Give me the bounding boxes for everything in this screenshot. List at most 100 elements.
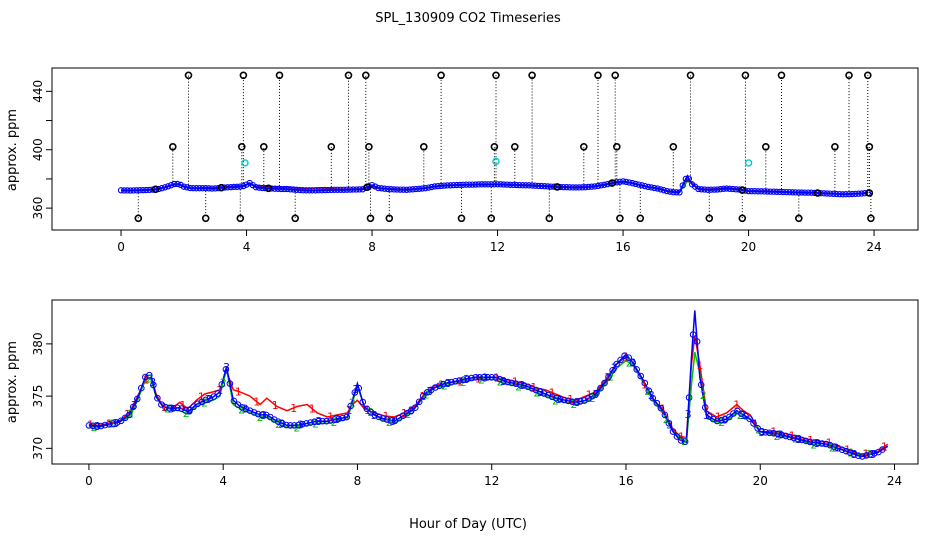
- top-baseline-marker: [491, 181, 498, 188]
- bottom-series-3-marker: [512, 380, 520, 388]
- top-baseline-marker: [205, 185, 213, 192]
- top-baseline-marker: [792, 189, 799, 196]
- bottom-series-2-label: 2: [755, 424, 762, 437]
- bottom-series-3-marker: [198, 398, 205, 406]
- bottom-series-2-label: 2: [829, 442, 836, 455]
- bottom-series-3-marker: [790, 434, 798, 442]
- top-baseline-marker: [406, 186, 413, 193]
- bottom-series-3-marker: [709, 415, 717, 423]
- top-baseline-marker: [660, 187, 667, 194]
- bottom-series-3-marker: [577, 398, 584, 405]
- bottom-series-3-marker: [508, 379, 516, 387]
- top-baseline-marker: [428, 183, 435, 191]
- top-baseline-marker: [714, 186, 721, 193]
- top-baseline-marker: [833, 190, 840, 198]
- top-baseline-marker: [469, 181, 476, 188]
- top-mid-spike-marker: [419, 143, 428, 151]
- top-baseline-marker: [626, 179, 633, 186]
- top-low-spike-marker: [236, 214, 245, 223]
- top-baseline-marker: [710, 186, 718, 193]
- bottom-y-tick-label: 375: [31, 385, 45, 408]
- top-baseline-marker: [268, 185, 275, 192]
- top-baseline-marker: [343, 186, 351, 193]
- top-baseline-marker: [277, 185, 285, 193]
- top-baseline-marker: [174, 180, 181, 188]
- bottom-series-3-marker: [488, 374, 496, 381]
- bottom-series-3-marker: [500, 377, 508, 385]
- top-baseline-marker: [585, 183, 592, 191]
- top-baseline-marker: [858, 190, 865, 197]
- top-baseline-marker: [563, 184, 570, 191]
- top-base-black-marker: [738, 186, 747, 194]
- top-baseline-marker: [701, 186, 708, 193]
- top-baseline-marker: [400, 186, 407, 193]
- bottom-series-3-marker: [613, 360, 620, 368]
- top-low-spike-marker: [366, 214, 375, 223]
- top-baseline-marker: [786, 189, 793, 196]
- top-baseline-marker: [528, 182, 536, 189]
- top-baseline-marker: [475, 181, 482, 188]
- top-baseline-marker: [645, 183, 652, 191]
- top-baseline-marker: [262, 184, 269, 192]
- top-baseline-marker: [651, 184, 658, 192]
- bottom-series-3-marker: [540, 390, 548, 397]
- top-high-spike-marker: [528, 71, 536, 80]
- bottom-series-3-label: 3: [814, 437, 821, 450]
- top-baseline-marker: [124, 187, 131, 194]
- bottom-series-3-marker: [367, 408, 375, 416]
- top-baseline-marker: [180, 183, 187, 190]
- bottom-series-3-label: 3: [94, 420, 101, 433]
- bottom-series-3-marker: [842, 447, 850, 455]
- bottom-series-3-marker: [605, 373, 612, 381]
- top-mid-spike-marker: [510, 143, 519, 151]
- top-baseline-marker: [848, 190, 856, 198]
- bottom-series-1-label: 1: [364, 404, 371, 417]
- top-high-spike-marker: [437, 71, 445, 80]
- bottom-series-3-marker: [669, 428, 677, 435]
- bottom-series-3-marker: [448, 378, 455, 386]
- top-baseline-marker: [202, 184, 209, 192]
- bottom-series-3-marker: [93, 422, 101, 430]
- bottom-series-3-marker: [484, 374, 492, 381]
- top-baseline-marker: [575, 184, 583, 191]
- bottom-series-1-label: 1: [770, 426, 777, 439]
- top-baseline-marker: [510, 181, 517, 189]
- top-baseline-marker: [723, 185, 730, 192]
- bottom-series-2-label: 2: [681, 435, 688, 448]
- top-baseline-marker: [303, 187, 310, 194]
- top-baseline-marker: [817, 190, 824, 197]
- bottom-x-axis: 0 4 8 12 16 20 24: [85, 464, 902, 488]
- bottom-series-3-marker: [363, 405, 371, 413]
- bottom-series-3-marker: [355, 384, 363, 392]
- top-baseline-marker: [230, 183, 238, 191]
- top-baseline-marker: [513, 181, 520, 189]
- bottom-series-3-marker: [750, 420, 757, 427]
- bottom-series-3-marker: [129, 403, 137, 411]
- bottom-series-3-marker: [544, 391, 552, 399]
- bottom-x-tick-label: 12: [484, 474, 499, 488]
- top-cyan-marker: [241, 159, 249, 167]
- top-high-spike-marker: [275, 71, 284, 80]
- top-low-spike-marker: [636, 214, 645, 223]
- top-baseline-marker: [826, 190, 834, 197]
- top-x-axis: 0 4 8 12 16 20 24: [117, 230, 882, 254]
- bottom-series-3-marker: [125, 411, 133, 419]
- bottom-series-3-marker: [436, 382, 443, 390]
- top-baseline-marker: [397, 186, 404, 193]
- bottom-series-3-marker: [774, 430, 782, 438]
- top-baseline-marker: [155, 185, 162, 193]
- top-baseline-marker: [629, 180, 636, 187]
- bottom-series-3-marker: [359, 398, 367, 406]
- bottom-series-3-marker: [726, 413, 733, 421]
- top-baseline-marker: [852, 190, 859, 198]
- bottom-series-3-marker: [315, 417, 322, 425]
- bottom-series-3-marker: [778, 431, 786, 439]
- top-baseline-marker: [525, 182, 533, 189]
- top-baseline-marker: [754, 188, 762, 195]
- top-baseline-marker: [751, 188, 758, 195]
- bottom-series-1-label: 1: [696, 359, 703, 372]
- bottom-series-3-marker: [351, 389, 359, 396]
- bottom-series-3-marker: [311, 418, 318, 426]
